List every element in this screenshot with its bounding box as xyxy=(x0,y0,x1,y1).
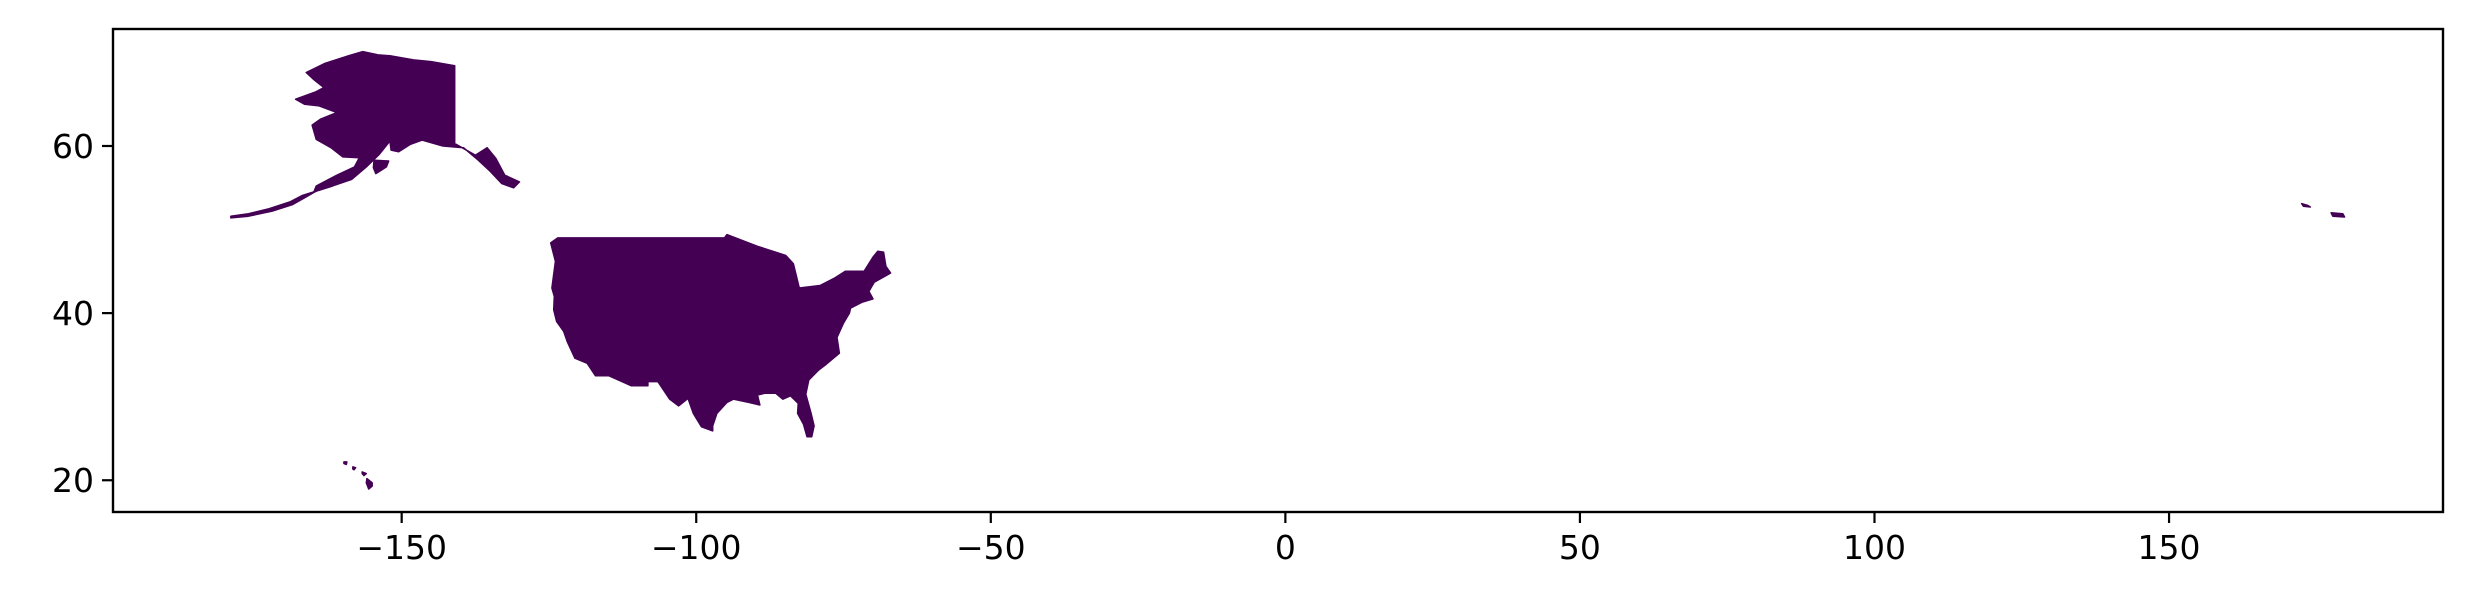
x-axis: −150 −100 −50 0 50 100 150 xyxy=(356,512,2201,567)
x-tick-label: −50 xyxy=(956,528,1026,567)
x-tick-label: −100 xyxy=(651,528,742,567)
x-tick-label: 50 xyxy=(1559,528,1601,567)
region-aleutian-islands xyxy=(230,190,317,219)
y-tick-label: 60 xyxy=(52,127,94,166)
x-tick-label: −150 xyxy=(356,528,447,567)
x-tick-label: 0 xyxy=(1275,528,1296,567)
map-regions xyxy=(230,50,2346,490)
axes-frame xyxy=(111,27,2445,514)
region-hawaii-maui xyxy=(361,471,368,477)
y-tick-label: 20 xyxy=(52,461,94,500)
region-western-aleutians xyxy=(2300,202,2312,208)
region-rat-islands xyxy=(2330,212,2346,218)
y-axis: 20 40 60 xyxy=(52,127,113,500)
region-alaska xyxy=(294,50,521,193)
region-hawaii-kauai xyxy=(343,461,348,466)
region-contiguous-us xyxy=(549,233,892,438)
x-tick-label: 150 xyxy=(2138,528,2201,567)
x-tick-label: 100 xyxy=(1843,528,1906,567)
y-tick-label: 40 xyxy=(52,294,94,333)
region-hawaii xyxy=(365,477,373,490)
region-hawaii-oahu xyxy=(352,466,357,471)
region-kodiak-island xyxy=(372,159,390,175)
